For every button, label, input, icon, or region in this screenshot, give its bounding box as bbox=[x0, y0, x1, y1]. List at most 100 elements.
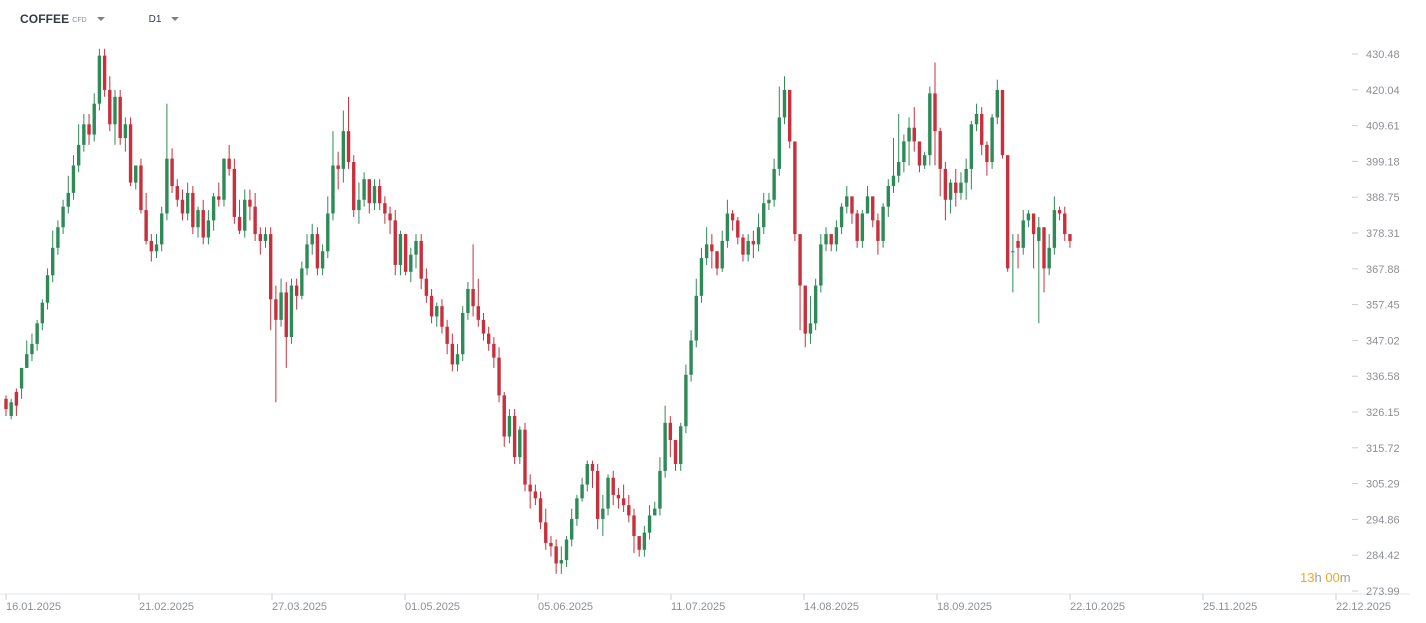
candle bbox=[637, 536, 641, 557]
candle-body-up bbox=[886, 186, 890, 207]
candle-body-up bbox=[782, 89, 787, 118]
candle bbox=[144, 192, 148, 245]
candle-body-down bbox=[741, 237, 745, 255]
candle bbox=[886, 179, 890, 217]
candle bbox=[71, 155, 76, 200]
candle-body-up bbox=[1026, 213, 1031, 221]
candle-body-down bbox=[248, 199, 252, 207]
candle-body-down bbox=[730, 213, 735, 221]
symbol-dropdown-caret-icon[interactable] bbox=[96, 17, 105, 21]
candle bbox=[907, 117, 911, 166]
candle bbox=[1042, 227, 1046, 293]
candle bbox=[730, 210, 735, 231]
y-tick-label: 315.72 bbox=[1366, 443, 1400, 455]
candle bbox=[793, 141, 797, 241]
candle bbox=[653, 501, 657, 516]
candle-body-down bbox=[217, 196, 221, 200]
candle bbox=[538, 491, 543, 530]
candle bbox=[767, 192, 771, 211]
candle-body-up bbox=[720, 240, 724, 269]
candle bbox=[336, 151, 340, 190]
candle bbox=[258, 227, 263, 255]
candle-countdown: 13h 00m bbox=[1300, 570, 1351, 585]
symbol-name[interactable]: COFFEE bbox=[20, 12, 70, 26]
candle bbox=[928, 86, 932, 166]
candle bbox=[1026, 210, 1031, 228]
y-tick-label: 284.42 bbox=[1366, 550, 1400, 562]
candle-body-up bbox=[907, 127, 911, 142]
candle-body-down bbox=[258, 234, 263, 241]
timeframe-selector[interactable]: D1 bbox=[148, 13, 162, 25]
candle bbox=[922, 151, 927, 169]
candle bbox=[1000, 89, 1005, 159]
candle-body-down bbox=[476, 306, 480, 320]
candle bbox=[362, 172, 366, 207]
y-tick-label: 367.88 bbox=[1366, 264, 1400, 276]
candle-body-down bbox=[533, 491, 538, 499]
candle bbox=[980, 107, 984, 156]
candle-body-up bbox=[211, 196, 216, 221]
candle-body-down bbox=[798, 234, 802, 286]
candle-body-up bbox=[1021, 220, 1025, 248]
candle-body-down bbox=[627, 505, 631, 516]
candle bbox=[704, 227, 709, 265]
candle bbox=[974, 103, 979, 132]
candle bbox=[518, 426, 522, 464]
candle-body-down bbox=[554, 546, 558, 564]
candle-body-down bbox=[87, 124, 91, 135]
candle bbox=[102, 48, 107, 97]
candle-body-up bbox=[845, 196, 849, 207]
candle bbox=[30, 333, 34, 362]
candle bbox=[450, 333, 455, 372]
candle-body-up bbox=[902, 141, 906, 163]
candle-body-down bbox=[912, 127, 916, 142]
candle bbox=[237, 199, 242, 235]
candle bbox=[217, 182, 221, 207]
candle bbox=[196, 206, 200, 238]
candle-body-down bbox=[855, 213, 859, 241]
candle-body-down bbox=[1042, 227, 1046, 269]
candle bbox=[232, 158, 237, 224]
candle-body-up bbox=[414, 240, 418, 255]
candle bbox=[461, 306, 465, 362]
candle-body-down bbox=[793, 141, 797, 235]
candle-body-down bbox=[954, 182, 958, 193]
candle bbox=[352, 155, 356, 217]
candle bbox=[455, 343, 460, 372]
candle-body-down bbox=[144, 210, 148, 241]
candle-body-down bbox=[595, 470, 600, 519]
candle bbox=[720, 230, 724, 272]
candle-body-down bbox=[284, 292, 288, 338]
candle bbox=[388, 206, 392, 235]
candle bbox=[367, 179, 371, 214]
candle-body-up bbox=[772, 168, 776, 200]
candle-body-up bbox=[896, 162, 901, 176]
candle-body-down bbox=[227, 158, 231, 169]
timeframe-dropdown-caret-icon[interactable] bbox=[171, 17, 180, 21]
y-tick-label: 399.18 bbox=[1366, 156, 1400, 168]
candle-body-up bbox=[289, 285, 294, 338]
candle-body-up bbox=[647, 515, 652, 533]
candle bbox=[523, 422, 527, 492]
candle bbox=[45, 268, 50, 310]
candle bbox=[445, 319, 449, 355]
candle bbox=[466, 282, 470, 320]
candle-body-up bbox=[824, 234, 828, 245]
candle-body-down bbox=[1016, 240, 1020, 248]
y-tick-label: 388.75 bbox=[1366, 192, 1400, 204]
candle bbox=[860, 210, 865, 248]
candle bbox=[741, 234, 745, 262]
candle-body-down bbox=[523, 429, 527, 485]
y-tick-label: 273.99 bbox=[1366, 586, 1400, 598]
candle bbox=[751, 230, 756, 259]
candle-body-up bbox=[435, 306, 439, 317]
candle-body-up bbox=[398, 234, 403, 265]
candle bbox=[891, 138, 896, 193]
candle bbox=[595, 463, 600, 530]
candle-body-up bbox=[964, 168, 968, 183]
candle bbox=[902, 134, 906, 173]
candle bbox=[1052, 196, 1057, 255]
candle-body-up bbox=[865, 196, 870, 214]
candle bbox=[1057, 206, 1062, 221]
